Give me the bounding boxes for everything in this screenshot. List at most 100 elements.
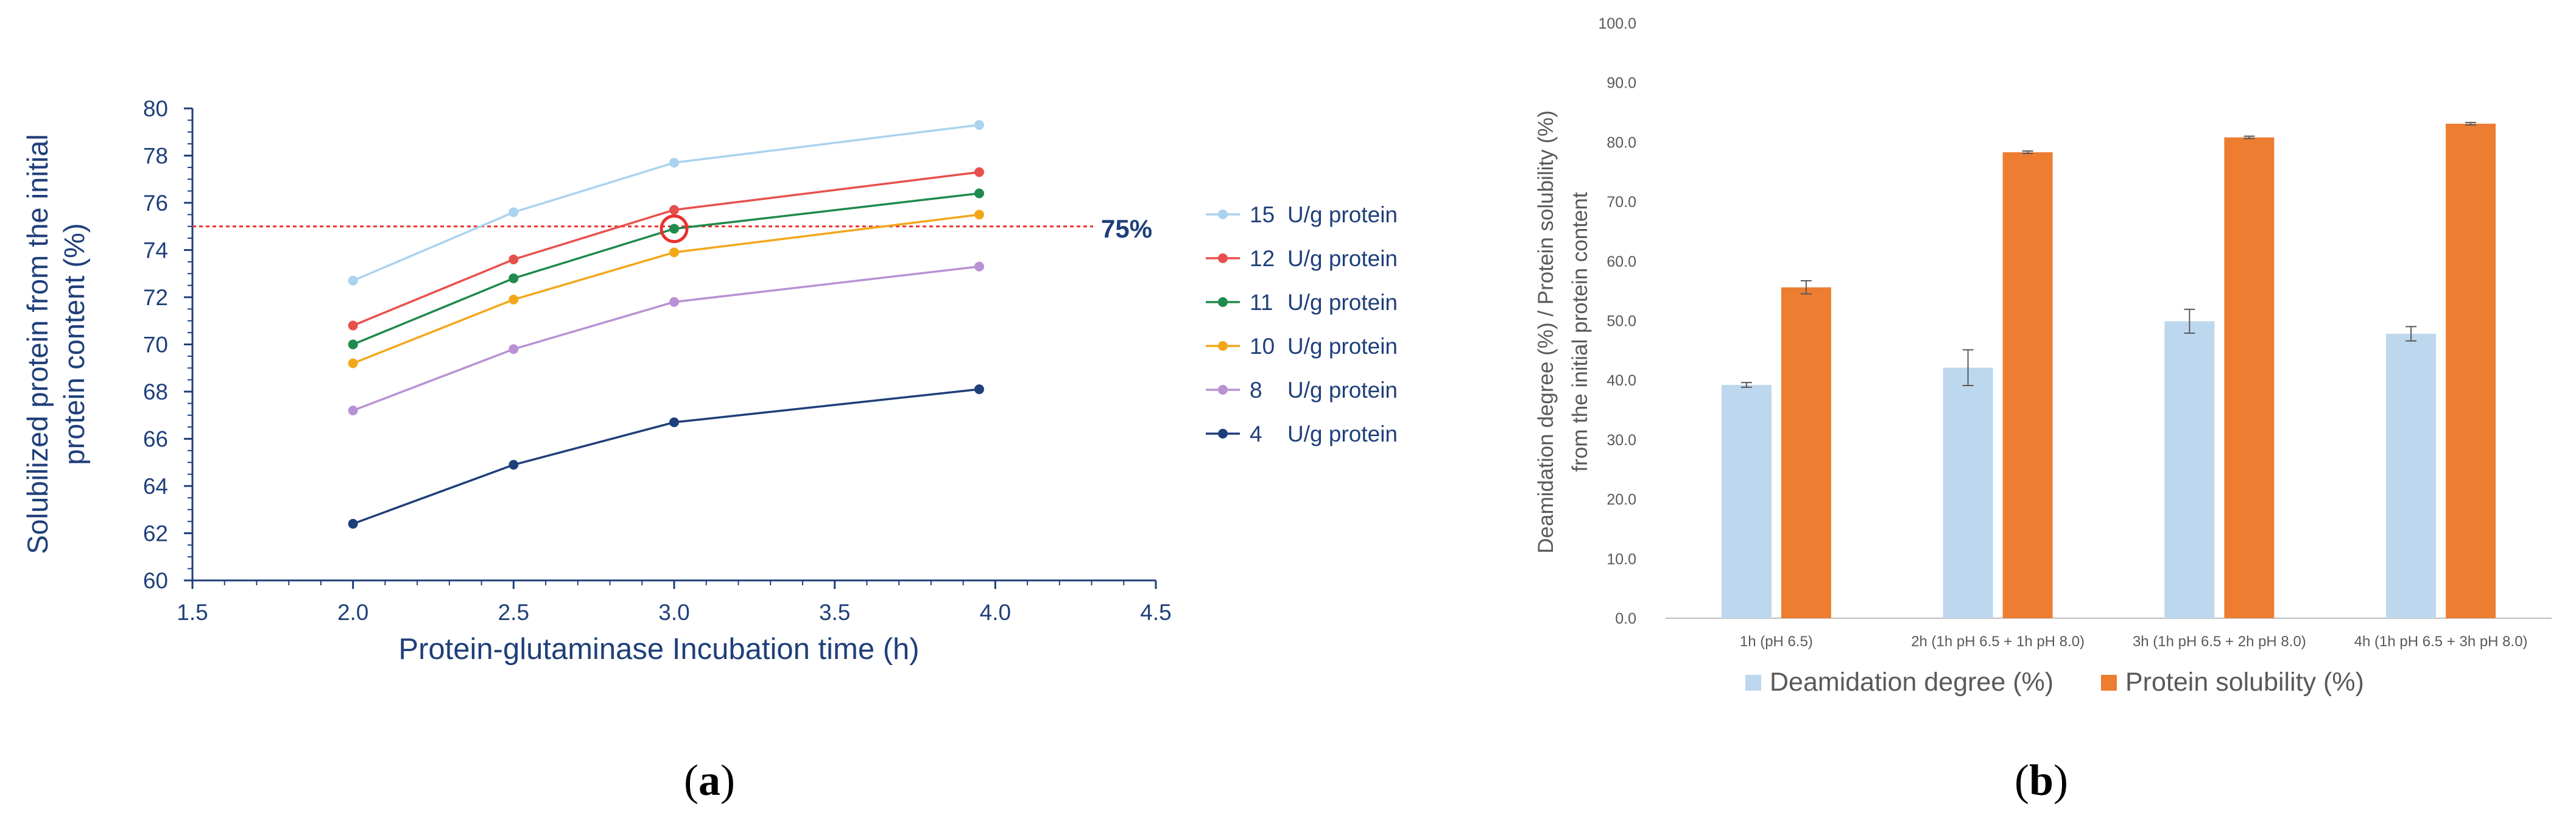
legend-value-4: 4 <box>1250 421 1262 446</box>
legend: Deamidation degree (%) Protein solubility… <box>1745 668 2364 697</box>
legend-unit-11: U/g protein <box>1287 290 1398 315</box>
y-axis-label-line-1: Solubilized protein from the initial <box>21 134 54 554</box>
y-axis-label-line-2: from the initial protein content <box>1568 192 1592 471</box>
series-line-15 <box>352 124 980 282</box>
data-point-8 <box>509 344 519 354</box>
bar-deamidation <box>1943 367 1993 618</box>
data-point-15 <box>509 207 519 217</box>
legend-marker-11 <box>1218 297 1228 307</box>
legend-value-12: 12 <box>1250 246 1275 271</box>
category-label: 1h (pH 6.5) <box>1740 633 1813 650</box>
category-label: 4h (1h pH 6.5 + 3h pH 8.0) <box>2354 633 2528 650</box>
legend-unit-10: U/g protein <box>1287 334 1398 359</box>
series-line-11 <box>353 192 980 346</box>
data-point-10 <box>509 294 519 305</box>
legend-marker-8 <box>1218 385 1228 395</box>
bar-deamidation <box>2164 321 2215 618</box>
y-tick-label: 78 <box>143 144 168 169</box>
data-point-4 <box>348 519 358 529</box>
x-axis-label: Protein-glutaminase Incubation time (h) <box>398 633 919 666</box>
category-label: 2h (1h pH 6.5 + 1h pH 8.0) <box>1911 633 2085 650</box>
data-point-12 <box>974 167 984 177</box>
data-point-10 <box>348 358 358 368</box>
x-tick-label: 4.0 <box>980 600 1011 625</box>
category-label: 3h (1h pH 6.5 + 2h pH 8.0) <box>2133 633 2306 650</box>
data-point-12 <box>509 255 519 264</box>
data-point-11 <box>348 339 358 350</box>
y-tick-label: 60 <box>143 568 168 593</box>
series-line-10 <box>353 213 980 365</box>
y-tick-label: 10.0 <box>1606 551 1636 568</box>
data-point-15 <box>974 120 984 130</box>
series-line-8 <box>353 265 980 412</box>
paren-close: ) <box>2053 756 2068 805</box>
line-series-group <box>348 120 984 529</box>
line-chart-panel-a: 60 62 64 66 68 70 72 74 76 78 80 1.5 2.0 2.5 3.0 3.5 4.0… <box>21 96 1398 666</box>
highlight-circle <box>660 214 689 244</box>
y-tick-label: 64 <box>143 474 168 499</box>
bar-chart-ticks: 0.0 10.0 20.0 30.0 40.0 50.0 60.0 70.0 80.0 90.0 1… <box>1598 15 1636 627</box>
line-chart-axes <box>191 108 1156 582</box>
legend: 15 U/g protein 12 U/g protein 11 U/g protein 1… <box>1206 202 1398 446</box>
data-point-4 <box>974 384 984 395</box>
legend-unit-4: U/g protein <box>1287 421 1398 446</box>
reference-line-label: 75% <box>1101 214 1152 243</box>
y-tick-label: 80 <box>143 96 168 121</box>
y-tick-label: 80.0 <box>1606 134 1636 151</box>
y-tick-label: 74 <box>143 238 168 263</box>
legend-value-10: 10 <box>1250 334 1275 359</box>
series-line-4 <box>353 388 980 525</box>
y-tick-label: 0.0 <box>1615 610 1636 627</box>
y-tick-label: 70 <box>143 333 168 358</box>
legend-marker-15 <box>1218 210 1228 219</box>
legend-label-1: Protein solubility (%) <box>2125 668 2364 697</box>
x-tick-label: 2.5 <box>498 600 529 625</box>
y-tick-label: 60.0 <box>1606 253 1636 270</box>
y-tick-label: 90.0 <box>1606 75 1636 92</box>
y-axis-label-line-1: Deamidation degree (%) / Protein solubil… <box>1534 110 1558 554</box>
legend-unit-8: U/g protein <box>1287 378 1398 403</box>
bar-solubility <box>2224 137 2275 619</box>
series-line-12 <box>353 171 980 327</box>
panel-label-b-text: (b) <box>2015 756 2068 805</box>
bar-chart-panel-b: 0.0 10.0 20.0 30.0 40.0 50.0 60.0 70.0 80.0 90.0 1… <box>1534 15 2552 697</box>
data-point-10 <box>974 210 984 220</box>
y-tick-label: 20.0 <box>1606 492 1636 509</box>
bar-deamidation <box>2386 333 2437 618</box>
y-tick-label: 50.0 <box>1606 313 1636 330</box>
legend-value-11: 11 <box>1250 290 1273 315</box>
legend-swatch-0 <box>1745 675 1761 691</box>
data-point-11 <box>509 273 519 283</box>
line-chart-ticks: 60 62 64 66 68 70 72 74 76 78 80 1.5 2.0 2.5 3.0 3.5 4.0… <box>143 96 1172 625</box>
y-tick-label: 66 <box>143 427 168 452</box>
data-point-15 <box>348 275 358 286</box>
data-point-15 <box>669 158 679 168</box>
y-axis-label-line-2: protein content (%) <box>58 223 90 465</box>
data-point-12 <box>348 320 358 331</box>
legend-label-0: Deamidation degree (%) <box>1770 668 2053 697</box>
panel-label-b: (b) <box>2015 756 2068 805</box>
panel-letter-b: b <box>2029 756 2053 805</box>
y-tick-label: 40.0 <box>1606 372 1636 389</box>
x-tick-label: 4.5 <box>1140 600 1171 625</box>
x-tick-label: 2.0 <box>337 600 368 625</box>
x-tick-label: 3.0 <box>658 600 689 625</box>
data-point-8 <box>669 297 679 307</box>
y-tick-label: 62 <box>143 521 168 546</box>
panel-label-a: (a) <box>684 756 735 805</box>
legend-marker-12 <box>1218 253 1228 263</box>
paren-close: ) <box>720 756 735 805</box>
data-point-4 <box>509 460 519 470</box>
bar-solubility <box>2002 152 2053 618</box>
bar-deamidation <box>1721 385 1772 618</box>
data-point-12 <box>669 205 679 215</box>
panel-letter-a: a <box>699 756 720 805</box>
legend-unit-12: U/g protein <box>1287 246 1398 271</box>
panel-label-a-text: (a) <box>684 756 735 805</box>
y-tick-label: 72 <box>143 285 168 310</box>
y-tick-label: 30.0 <box>1606 432 1636 449</box>
y-tick-label: 68 <box>143 379 168 404</box>
legend-value-15: 15 <box>1250 202 1275 227</box>
y-tick-label: 76 <box>143 191 168 216</box>
data-point-11 <box>669 224 679 234</box>
